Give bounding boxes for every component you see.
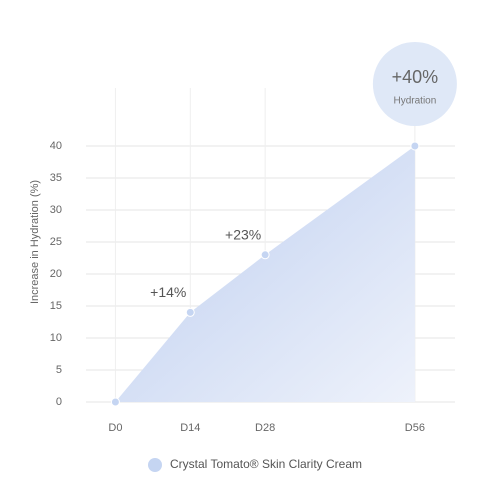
data-point [260, 250, 270, 260]
y-tick-label: 30 [50, 204, 62, 216]
y-tick-label: 15 [50, 300, 62, 312]
data-point [185, 307, 195, 317]
area [115, 146, 415, 402]
annotation: Hydration [393, 96, 436, 107]
legend-marker [148, 458, 162, 472]
y-axis-label: Increase in Hydration (%) [29, 180, 41, 304]
value-label: +14% [150, 284, 186, 300]
data-point [410, 141, 420, 151]
y-tick-label: 40 [50, 140, 62, 152]
value-label: +40% [392, 67, 439, 87]
x-tick-label: D14 [180, 422, 200, 434]
x-tick-label: D0 [108, 422, 122, 434]
y-tick-label: 10 [50, 332, 62, 344]
data-point [110, 397, 120, 407]
x-tick-label: D28 [255, 422, 275, 434]
legend-label: Crystal Tomato® Skin Clarity Cream [170, 457, 362, 471]
highlight-bubble [372, 42, 457, 126]
y-tick-label: 5 [56, 364, 62, 376]
y-tick-label: 20 [50, 268, 62, 280]
value-label: +23% [225, 227, 261, 243]
y-tick-label: 25 [50, 236, 62, 248]
y-tick-label: 0 [56, 396, 62, 408]
x-tick-label: D56 [405, 422, 425, 434]
y-tick-label: 35 [50, 172, 62, 184]
